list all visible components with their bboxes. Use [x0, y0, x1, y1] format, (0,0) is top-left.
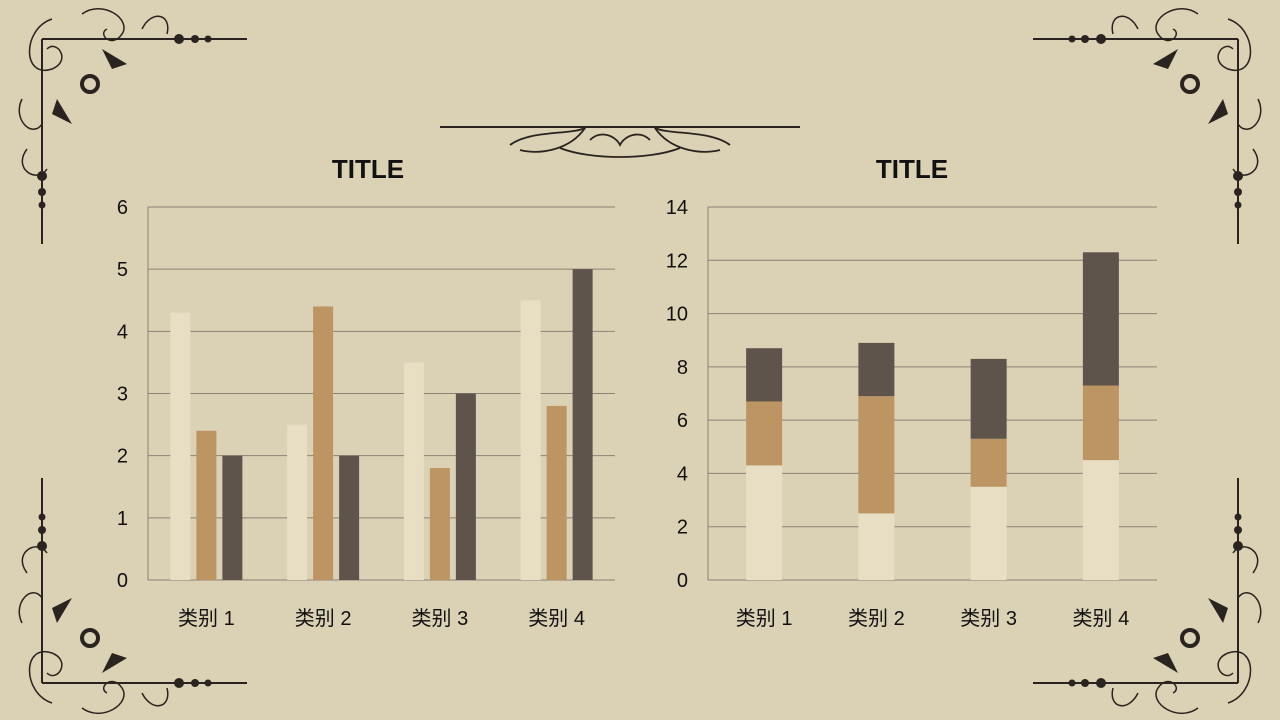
bar-series-3	[222, 455, 243, 580]
bar-series-3	[572, 269, 593, 580]
bar-segment-series-3	[1082, 252, 1119, 386]
bar-segment-series-2	[1082, 385, 1119, 461]
dot-ornament	[191, 35, 199, 43]
dot-ornament	[37, 171, 47, 181]
bar-series-1	[403, 362, 424, 580]
category-label: 类别 2	[295, 607, 352, 630]
bar-series-2	[196, 430, 217, 580]
chart-title: TITLE	[876, 154, 948, 184]
swirl-ornament	[18, 546, 169, 715]
category-label: 类别 1	[736, 607, 793, 630]
swirl-ornament	[1111, 546, 1262, 715]
dot-ornament	[1233, 541, 1243, 551]
bar-series-1	[520, 300, 541, 580]
swirl-ornament	[509, 125, 731, 158]
dot-ornament	[1234, 201, 1242, 209]
category-label: 类别 4	[1073, 607, 1130, 630]
dot-ornament	[1096, 678, 1106, 688]
y-tick-label: 4	[677, 463, 688, 485]
y-tick-label: 5	[117, 259, 128, 281]
y-tick-label: 6	[117, 197, 128, 219]
category-label: 类别 2	[848, 607, 905, 630]
bar-segment-series-3	[970, 358, 1007, 439]
y-tick-label: 14	[666, 197, 688, 219]
category-label: 类别 1	[178, 607, 235, 630]
corner-flourish	[1033, 478, 1262, 715]
ring-ornament	[80, 74, 100, 94]
stacked-bar-chart: TITLE 0 2 4 6 8 10 12 14 类别 1 类别 2 类别 3 类别 4	[666, 154, 1157, 630]
y-tick-label: 10	[666, 304, 688, 326]
dot-ornament	[1234, 526, 1242, 534]
dot-ornament	[38, 188, 46, 196]
y-tick-label: 6	[677, 410, 688, 432]
bar-series-3	[339, 455, 360, 580]
dot-ornament	[1081, 679, 1089, 687]
dot-ornament	[191, 679, 199, 687]
dot-ornament	[174, 34, 184, 44]
triangle-ornament	[1153, 598, 1228, 673]
dot-ornament	[1234, 513, 1242, 521]
category-label: 类别 3	[960, 607, 1017, 630]
y-tick-label: 12	[666, 250, 688, 272]
dot-ornament	[1068, 679, 1076, 687]
ring-ornament	[1180, 628, 1200, 648]
dot-ornament	[1068, 35, 1076, 43]
corner-flourish	[18, 478, 247, 715]
y-tick-label: 0	[117, 570, 128, 592]
bar-segment-series-2	[858, 396, 895, 514]
y-tick-label: 2	[677, 517, 688, 539]
center-flourish	[440, 125, 800, 158]
y-tick-label: 8	[677, 357, 688, 379]
bar-series-2	[429, 468, 450, 580]
swirl-ornament	[1111, 7, 1262, 176]
triangle-ornament	[52, 49, 127, 124]
bar-segment-series-1	[970, 486, 1007, 580]
dot-ornament	[1081, 35, 1089, 43]
dot-ornament	[38, 513, 46, 521]
dot-ornament	[204, 35, 212, 43]
bar-segment-series-2	[970, 438, 1007, 487]
y-tick-label: 0	[677, 570, 688, 592]
ring-ornament	[1180, 74, 1200, 94]
y-tick-label: 3	[117, 384, 128, 406]
bar-segment-series-1	[1082, 460, 1119, 580]
y-tick-label: 4	[117, 321, 128, 343]
bar-series-2	[313, 306, 334, 580]
decorative-ornaments	[18, 7, 1262, 715]
bar-segment-series-1	[746, 465, 783, 580]
corner-flourish	[1033, 7, 1262, 244]
corner-flourish	[18, 7, 247, 244]
dot-ornament	[204, 679, 212, 687]
triangle-ornament	[52, 598, 127, 673]
clustered-bar-chart: TITLE 0 1 2 3 4 5 6 类别 1 类别 2 类别 3 类别 4	[117, 154, 615, 630]
chart-title: TITLE	[332, 154, 404, 184]
ring-ornament	[80, 628, 100, 648]
bar-series-1	[287, 424, 308, 580]
bar-segment-series-3	[746, 348, 783, 402]
bar-series-2	[546, 405, 567, 580]
dot-ornament	[1096, 34, 1106, 44]
bar-segment-series-2	[746, 401, 783, 466]
swirl-ornament	[18, 7, 169, 176]
dot-ornament	[1234, 188, 1242, 196]
bar-series-1	[170, 312, 191, 580]
dot-ornament	[174, 678, 184, 688]
y-tick-label: 1	[117, 508, 128, 530]
dot-ornament	[37, 541, 47, 551]
dot-ornament	[38, 526, 46, 534]
bar-segment-series-1	[858, 513, 895, 580]
category-label: 类别 4	[528, 607, 585, 630]
y-tick-label: 2	[117, 446, 128, 468]
dot-ornament	[38, 201, 46, 209]
dot-ornament	[1233, 171, 1243, 181]
bar-segment-series-3	[858, 342, 895, 397]
triangle-ornament	[1153, 49, 1228, 124]
bar-series-3	[455, 393, 476, 580]
category-label: 类别 3	[412, 607, 469, 630]
